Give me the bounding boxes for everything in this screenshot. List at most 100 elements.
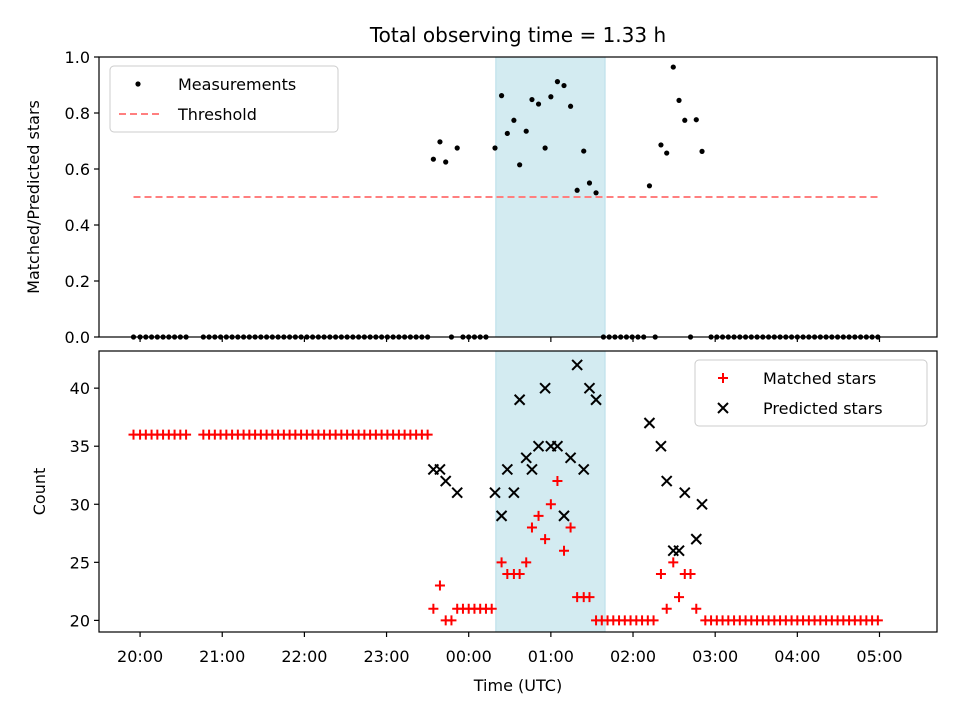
x-tick-label: 02:00 xyxy=(610,647,656,666)
data-point xyxy=(443,159,449,165)
series-matched-stars xyxy=(128,429,883,626)
data-point xyxy=(648,615,659,626)
data-point xyxy=(583,382,596,394)
data-point xyxy=(513,394,526,406)
data-point xyxy=(693,117,699,123)
data-point xyxy=(655,440,667,452)
data-point xyxy=(422,429,433,440)
plot-frame xyxy=(98,350,938,633)
data-point xyxy=(539,382,551,394)
data-point xyxy=(437,139,443,145)
data-point xyxy=(584,592,595,603)
data-point xyxy=(685,568,696,579)
y-tick-label: 35 xyxy=(70,437,90,456)
data-point xyxy=(699,148,705,154)
legend: Matched stars Predicted stars xyxy=(694,359,928,427)
data-point xyxy=(495,510,508,522)
data-point xyxy=(492,145,498,151)
data-point xyxy=(533,510,544,521)
y-tick-label: 25 xyxy=(70,553,90,572)
data-point xyxy=(520,452,532,464)
data-point xyxy=(548,94,554,100)
data-point xyxy=(574,187,580,193)
data-point xyxy=(552,476,563,487)
x-tick-label: 20:00 xyxy=(117,647,163,666)
legend-marker xyxy=(718,373,728,383)
data-point xyxy=(434,463,446,476)
data-point xyxy=(486,603,497,614)
x-tick-label: 03:00 xyxy=(692,647,738,666)
data-point xyxy=(646,183,653,189)
data-point xyxy=(581,148,587,154)
data-point xyxy=(564,452,577,464)
data-point xyxy=(567,103,574,109)
legend: Measurements Threshold xyxy=(109,65,339,133)
data-point xyxy=(872,615,883,626)
y-tick-label: 1.0 xyxy=(65,48,90,67)
data-point xyxy=(664,150,670,156)
y-axis-label: Count xyxy=(30,468,49,516)
series-predicted-stars xyxy=(427,359,708,557)
legend-box xyxy=(109,65,339,133)
legend-label: Measurements xyxy=(178,75,296,94)
data-point xyxy=(508,486,520,499)
data-point xyxy=(679,486,691,499)
legend-marker xyxy=(135,81,141,87)
data-point xyxy=(658,142,664,148)
data-point xyxy=(511,117,517,123)
data-point xyxy=(430,156,436,162)
legend-marker xyxy=(717,402,729,414)
data-point xyxy=(673,545,685,557)
data-point xyxy=(454,145,460,151)
data-point xyxy=(661,603,672,614)
data-point xyxy=(540,534,551,545)
data-point xyxy=(559,545,570,556)
data-point xyxy=(514,568,525,579)
chart-title: Total observing time = 1.33 h xyxy=(369,23,666,47)
data-point xyxy=(501,463,514,476)
data-point xyxy=(542,145,548,151)
data-point xyxy=(670,64,676,70)
x-tick-label: 05:00 xyxy=(856,647,902,666)
data-point xyxy=(643,417,656,429)
data-point xyxy=(489,486,501,499)
y-tick-label: 0.2 xyxy=(65,272,90,291)
data-point xyxy=(181,429,192,440)
data-point xyxy=(578,463,590,476)
y-tick-label: 0.8 xyxy=(65,104,90,123)
data-point xyxy=(545,499,556,510)
data-point xyxy=(558,510,570,522)
data-point xyxy=(561,82,567,89)
y-tick-label: 30 xyxy=(70,495,90,514)
legend-label: Matched stars xyxy=(763,369,876,388)
data-point xyxy=(554,79,561,85)
x-tick-label: 23:00 xyxy=(363,647,409,666)
data-point xyxy=(571,359,583,371)
data-point xyxy=(496,557,507,568)
data-point xyxy=(529,96,535,103)
data-point xyxy=(690,533,702,545)
x-tick-label: 04:00 xyxy=(774,647,820,666)
data-point xyxy=(593,190,599,196)
data-point xyxy=(451,486,463,499)
data-point xyxy=(668,557,679,568)
y-tick-label: 0.0 xyxy=(65,328,90,347)
data-point xyxy=(498,93,505,99)
data-point xyxy=(434,580,445,591)
top-panel: 0.0 0.2 0.4 0.6 0.8 1.0 Matched/Predicted star… xyxy=(24,48,938,347)
data-point xyxy=(428,603,439,614)
y-axis-label: Matched/Predicted stars xyxy=(24,100,43,294)
data-point xyxy=(551,440,564,452)
x-axis-label: Time (UTC) xyxy=(473,676,562,695)
bottom-panel: 20 25 30 35 40 Count Matched stars Predicted st… xyxy=(30,350,938,637)
data-point xyxy=(691,603,702,614)
x-tick-label: 01:00 xyxy=(528,647,574,666)
data-point xyxy=(696,498,708,510)
y-tick-label: 0.6 xyxy=(65,160,90,179)
data-point xyxy=(535,101,542,107)
series-group xyxy=(128,359,883,626)
data-point xyxy=(682,117,688,123)
legend-label: Threshold xyxy=(177,105,257,124)
y-tick-label: 0.4 xyxy=(65,216,90,235)
